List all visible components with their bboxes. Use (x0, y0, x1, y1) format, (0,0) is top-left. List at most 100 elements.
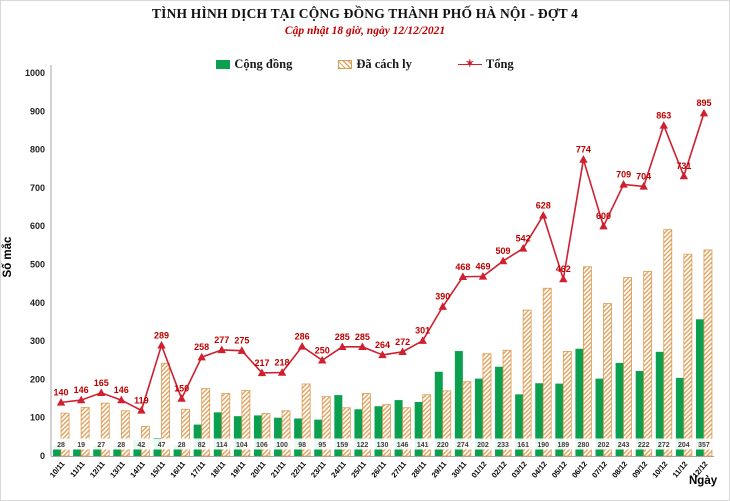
total-value-label: 272 (395, 337, 410, 347)
community-bar (253, 415, 262, 456)
total-marker (679, 171, 689, 180)
total-marker (559, 274, 568, 283)
total-marker (257, 368, 267, 377)
total-marker (56, 397, 66, 406)
community-value-label: 106 (256, 442, 268, 449)
quarantined-bar (502, 349, 512, 457)
chart-subtitle: Cập nhật 18 giờ, ngày 12/12/2021 (284, 25, 446, 37)
quarantined-bar (562, 351, 572, 457)
quarantined-bar (482, 353, 492, 457)
community-bar (173, 445, 182, 456)
total-marker (277, 368, 287, 376)
community-value-label: 42 (138, 442, 146, 449)
date-label: 11/12 (671, 460, 690, 480)
community-bar (615, 362, 624, 456)
community-bar (274, 417, 283, 456)
community-value-label: 28 (178, 442, 186, 449)
date-label: 23/11 (309, 460, 328, 480)
legend-item-total: ✶ Tổng (457, 57, 514, 72)
community-value-label: 161 (517, 442, 529, 449)
community-value-label: 100 (276, 442, 288, 449)
community-bar (495, 366, 504, 456)
quarantined-bar (422, 394, 432, 457)
total-marker (398, 347, 407, 356)
community-value-bg (573, 438, 594, 450)
total-value-label: 628 (536, 200, 551, 210)
legend-item-quarantined: Đã cách ly (338, 57, 412, 72)
total-line-icon (457, 64, 482, 65)
total-value-label: 289 (154, 330, 169, 340)
community-value-bg (593, 438, 614, 450)
y-axis-tick-label: 600 (30, 221, 45, 231)
community-bar (555, 383, 564, 456)
total-marker (619, 180, 628, 188)
total-value-label: 165 (94, 378, 109, 388)
quarantined-bar (100, 402, 110, 457)
community-value-bg (613, 438, 634, 450)
community-value-label: 104 (236, 442, 248, 449)
community-value-bg (413, 438, 433, 450)
community-value-bg (91, 438, 111, 450)
total-value-label: 863 (656, 110, 671, 120)
community-value-label: 189 (557, 442, 569, 449)
community-bar (334, 395, 343, 456)
community-value-bg (51, 438, 71, 450)
community-value-label: 272 (658, 442, 670, 449)
community-value-label: 222 (638, 442, 650, 449)
total-marker (217, 345, 226, 354)
total-value-label: 264 (375, 340, 390, 350)
total-value-label: 217 (254, 358, 269, 368)
total-marker (157, 340, 166, 349)
total-value-label: 774 (576, 145, 591, 155)
date-label: 22/11 (289, 460, 308, 480)
date-label: 10/12 (650, 460, 669, 480)
quarantined-bar (462, 381, 472, 457)
date-label: 07/12 (590, 460, 609, 480)
community-value-bg (453, 438, 473, 450)
total-value-label: 709 (616, 169, 631, 179)
total-value-label: 731 (676, 161, 691, 171)
total-marker (639, 181, 648, 190)
community-value-bg (232, 438, 252, 450)
community-value-label: 19 (77, 442, 85, 449)
community-value-bg (392, 438, 413, 450)
community-bar (655, 351, 664, 456)
total-marker (659, 121, 668, 129)
total-marker (318, 355, 327, 364)
x-axis-title: Ngày (689, 475, 718, 487)
community-bar (93, 445, 102, 456)
total-value-label: 286 (295, 331, 310, 341)
total-value-label: 250 (315, 345, 330, 355)
quarantined-bar (643, 270, 653, 457)
community-bar (113, 445, 122, 456)
community-bar (454, 351, 463, 456)
date-label: 20/11 (249, 460, 268, 480)
community-value-bg (171, 438, 192, 450)
total-marker (197, 352, 206, 361)
community-bar (635, 370, 644, 456)
total-marker (418, 336, 427, 344)
quarantined-bar (321, 396, 331, 457)
total-value-label: 285 (335, 332, 350, 342)
community-value-bg (312, 438, 332, 450)
quarantined-bar (261, 413, 271, 457)
total-marker (478, 271, 488, 280)
date-label: 12/12 (691, 460, 710, 480)
community-bar (213, 412, 222, 456)
community-value-label: 122 (357, 442, 369, 449)
y-axis-tick-label: 400 (30, 298, 45, 308)
community-value-label: 141 (417, 442, 429, 449)
quarantined-bar (80, 406, 90, 457)
community-value-bg (292, 438, 312, 450)
date-label: 01/12 (470, 460, 489, 480)
quarantined-bar (382, 404, 391, 457)
community-value-label: 202 (477, 442, 489, 449)
total-value-label: 390 (435, 292, 450, 302)
community-value-bg (71, 438, 91, 450)
community-value-label: 98 (298, 442, 306, 449)
community-bar (515, 394, 524, 456)
quarantined-bar (120, 410, 130, 457)
date-label: 16/11 (168, 460, 187, 480)
quarantined-bar (241, 390, 251, 457)
